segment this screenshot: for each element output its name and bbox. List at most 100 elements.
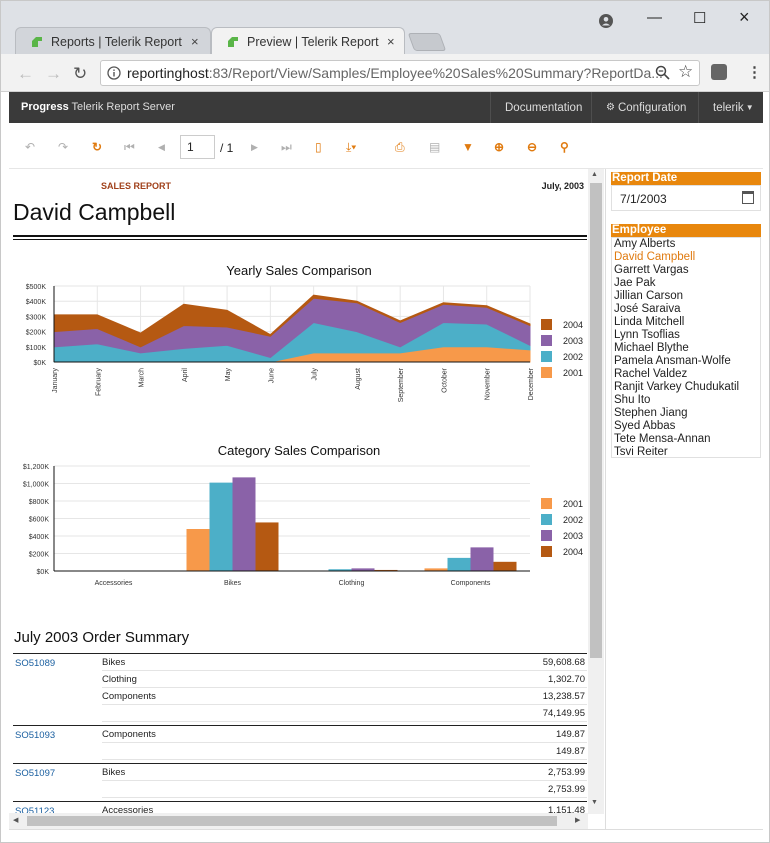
extension-icon[interactable]	[711, 64, 727, 80]
x-tick-label: August	[355, 368, 362, 390]
employee-list-item[interactable]: Rachel Valdez	[614, 368, 688, 380]
x-tick-label: October	[441, 367, 448, 393]
order-block: SO51093 Components 149.87 149.87	[13, 725, 587, 763]
forward-icon[interactable]: →	[45, 64, 62, 83]
zoom-in-icon[interactable]: ⊕	[494, 140, 505, 154]
page-number-input[interactable]: 1	[180, 135, 215, 159]
employee-list-item[interactable]: Ranjit Varkey Chudukatil	[614, 381, 740, 393]
legend-swatch	[541, 367, 552, 378]
employee-list-item[interactable]: Amy Alberts	[614, 238, 676, 250]
order-line-row: Bikes 2,753.99	[102, 764, 587, 781]
back-icon[interactable]: ←	[17, 64, 34, 83]
scroll-right-icon[interactable]: ▶	[575, 817, 581, 824]
employee-name-title: David Campbell	[13, 199, 176, 225]
reload-icon[interactable]: ↻	[73, 64, 88, 83]
new-tab-button[interactable]	[407, 33, 447, 51]
zoom-out-icon[interactable]: ⊖	[527, 140, 538, 154]
close-window-button[interactable]: ×	[739, 7, 750, 27]
first-page-icon[interactable]: ⏮	[124, 140, 135, 154]
order-total-row: 149.87	[102, 743, 587, 760]
tab-label: Preview | Telerik Report S	[247, 34, 381, 49]
order-id-link[interactable]: SO51093	[15, 730, 56, 741]
print-icon[interactable]: ⎙	[395, 140, 405, 154]
tab-preview[interactable]: Preview | Telerik Report S ×	[211, 27, 405, 55]
nav-configuration[interactable]: ⚙ Configuration	[591, 92, 698, 123]
next-page-icon[interactable]: ▶	[251, 142, 258, 152]
telerik-logo-icon	[228, 36, 238, 47]
minimize-button[interactable]: —	[647, 9, 662, 26]
employee-list-item[interactable]: Tsvi Reiter	[614, 446, 668, 458]
scroll-left-icon[interactable]: ◀	[13, 817, 19, 824]
order-id-link[interactable]: SO51097	[15, 768, 56, 779]
x-tick-label: March	[139, 368, 146, 388]
refresh-icon[interactable]: ↻	[92, 140, 103, 154]
forward-icon[interactable]: ↷	[58, 140, 69, 154]
scroll-thumb[interactable]	[27, 816, 557, 826]
account-icon[interactable]	[599, 14, 613, 28]
employee-list-item[interactable]: Garrett Vargas	[614, 264, 689, 276]
nav-documentation[interactable]: Documentation	[490, 92, 591, 123]
bar-2002-components	[447, 557, 471, 571]
last-page-icon[interactable]: ⏭	[281, 140, 292, 154]
report-horizontal-scrollbar[interactable]: ◀ ▶	[9, 813, 588, 829]
employee-list-item[interactable]: Shu Ito	[614, 394, 651, 406]
back-icon[interactable]: ↶	[25, 140, 36, 154]
scroll-thumb[interactable]	[590, 183, 602, 658]
x-tick-label: Bikes	[224, 580, 242, 587]
order-line-row: Components 13,238.57	[102, 688, 587, 705]
maximize-button[interactable]: ☐	[693, 10, 707, 27]
legend-swatch	[541, 546, 552, 557]
employee-list-item[interactable]: Tete Mensa-Annan	[614, 433, 711, 445]
report-vertical-scrollbar[interactable]: ▲ ▼	[588, 169, 604, 814]
close-tab-icon[interactable]: ×	[191, 34, 199, 49]
order-id-link[interactable]: SO51089	[15, 658, 56, 669]
employee-list-item[interactable]: Jillian Carson	[614, 290, 684, 302]
employee-list-item[interactable]: Michael Blythe	[614, 342, 689, 354]
x-tick-label: December	[528, 367, 535, 400]
employee-list[interactable]: Amy Alberts David Campbell Garrett Vargas J…	[611, 237, 761, 458]
employee-list-item[interactable]: Pamela Ansman-Wolfe	[614, 355, 731, 367]
menu-icon[interactable]: ⋮	[747, 64, 762, 81]
employee-list-item[interactable]: Jae Pak	[614, 277, 656, 289]
employee-list-item[interactable]: José Saraiva	[614, 303, 681, 315]
order-line-amount: 149.87	[555, 729, 585, 740]
brand-logo[interactable]: Progress Telerik Report Server	[21, 101, 175, 113]
x-tick-label: April	[182, 368, 189, 382]
scroll-down-icon[interactable]: ▼	[591, 799, 598, 806]
order-line-row: Bikes 59,608.68	[102, 654, 587, 671]
zoom-icon[interactable]	[655, 65, 670, 80]
close-tab-icon[interactable]: ×	[387, 34, 395, 49]
employee-label: Employee	[611, 224, 761, 237]
document-map-icon[interactable]: ▤	[429, 140, 441, 154]
calendar-icon[interactable]	[742, 191, 754, 204]
order-id-link[interactable]: SO51123	[15, 806, 55, 814]
export-icon[interactable]: ⤓▾	[346, 140, 357, 154]
bar-2003-components	[470, 547, 494, 571]
report-date-picker[interactable]: 7/1/2003	[611, 185, 761, 211]
parameters-filter-icon[interactable]: ▼	[462, 140, 474, 154]
scroll-up-icon[interactable]: ▲	[591, 171, 598, 178]
url-input[interactable]: reportinghost:83/Report/View/Samples/Emp…	[100, 60, 700, 86]
employee-list-item[interactable]: Lynn Tsoflias	[614, 329, 680, 341]
report-date-text: July, 2003	[541, 181, 584, 191]
x-tick-label: Clothing	[339, 580, 365, 587]
employee-list-item[interactable]: Stephen Jiang	[614, 407, 688, 419]
search-icon[interactable]: ⚲	[560, 140, 569, 154]
order-line-row: Clothing 1,302.70	[102, 671, 587, 688]
parameters-panel: Report Date 7/1/2003 Employee Amy Albert…	[605, 169, 763, 829]
nav-user-menu[interactable]: telerik ▼	[698, 92, 763, 123]
prev-page-icon[interactable]: ◀	[158, 142, 165, 152]
report-date-value: 7/1/2003	[620, 192, 667, 206]
bookmark-star-icon[interactable]: ☆	[678, 62, 694, 81]
tab-reports[interactable]: Reports | Telerik Report S ×	[15, 27, 211, 55]
employee-list-item[interactable]: Linda Mitchell	[614, 316, 685, 328]
chart-title: Category Sales Comparison	[218, 443, 381, 458]
employee-list-item[interactable]: Syed Abbas	[614, 420, 676, 432]
print-preview-icon[interactable]: ▯	[315, 140, 322, 154]
legend-label: 2004	[563, 320, 583, 330]
legend-label: 2002	[563, 515, 583, 525]
url-host: reportinghost	[127, 65, 209, 81]
page-total: / 1	[220, 141, 234, 155]
employee-list-item[interactable]: David Campbell	[614, 251, 696, 263]
